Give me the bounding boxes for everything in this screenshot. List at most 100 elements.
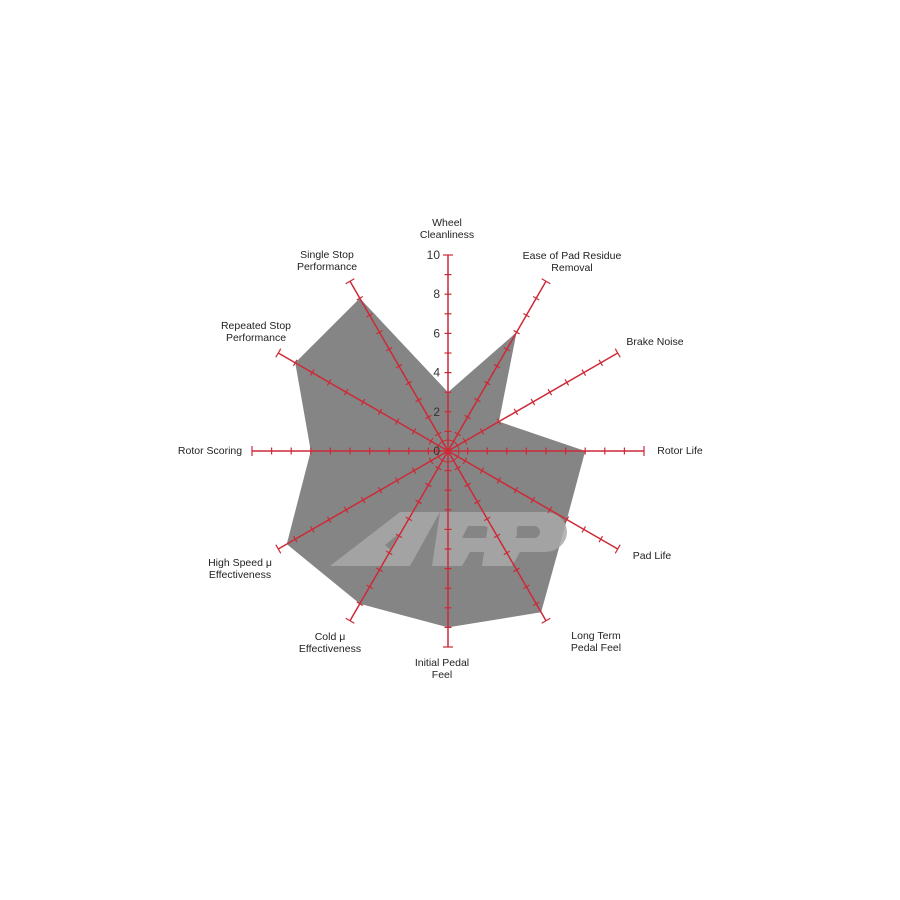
axis-tick [462, 437, 468, 445]
axis-tick [493, 533, 501, 539]
axis-tick [292, 535, 298, 543]
axis-tick [366, 584, 373, 590]
axis-tick [395, 363, 403, 369]
axis-tick [530, 496, 536, 504]
axis-tick [411, 467, 417, 474]
axis-tick [523, 312, 530, 318]
axis-label: Wheel Cleanliness [420, 217, 474, 241]
axis-tick [309, 526, 315, 533]
axis-line [447, 450, 621, 554]
axis-line [447, 348, 621, 452]
axis-label: Ease of Pad Residue Removal [523, 250, 622, 274]
axis-tick [356, 601, 364, 607]
axis-tick [530, 398, 536, 406]
axis-tick [513, 329, 520, 335]
axis-tick [513, 567, 520, 573]
axis-tick [275, 348, 282, 358]
axis-tick [428, 457, 434, 465]
axis-tick [541, 278, 551, 285]
axis-tick [496, 418, 502, 425]
center-dot [445, 448, 451, 454]
axis-tick [503, 550, 511, 556]
axis-tick [425, 414, 432, 420]
axis-tick [376, 329, 383, 335]
axis-tick [326, 379, 332, 386]
axis-tick [503, 346, 511, 352]
axis-tick [415, 397, 422, 403]
axis-tick [345, 617, 355, 624]
axis-tick [394, 418, 400, 425]
axis-label: Rotor Life [657, 445, 703, 457]
axis-label: Brake Noise [626, 336, 683, 348]
axis-tick [581, 369, 587, 376]
axis-line [443, 254, 453, 451]
axis-tick [345, 278, 355, 285]
axis-tick [493, 363, 501, 369]
axis-tick [356, 295, 364, 301]
axis-label: Cold μ Effectiveness [299, 631, 361, 655]
axis-line [251, 446, 448, 456]
tick-label: 8 [433, 287, 440, 301]
axis-line [275, 450, 449, 554]
axis-tick [377, 408, 383, 416]
axis-line [275, 348, 449, 452]
axis-tick [385, 346, 393, 352]
axis-tick [464, 414, 471, 420]
axis-tick [581, 526, 587, 533]
axis-tick [454, 431, 462, 437]
axis-line [447, 450, 551, 624]
axis-label: Repeated Stop Performance [221, 320, 291, 344]
axis-label: Single Stop Performance [297, 249, 357, 273]
axis-tick [532, 601, 540, 607]
axis-tick [395, 533, 403, 539]
axis-tick [394, 477, 400, 484]
axis-tick [377, 486, 383, 494]
data-polygon [286, 298, 586, 628]
axis-label: Rotor Scoring [178, 445, 242, 457]
axis-tick [411, 428, 417, 435]
axis-tick [564, 379, 570, 386]
axis-line [345, 450, 449, 624]
axis-tick [483, 380, 491, 386]
axis-tick [547, 506, 553, 514]
axis-tick [360, 398, 366, 406]
axis-tick [360, 496, 366, 504]
axis-tick [376, 567, 383, 573]
tick-label: 10 [427, 248, 441, 262]
axis-tick [547, 388, 553, 396]
axis-tick [309, 369, 315, 376]
axis-line [345, 278, 449, 452]
axis-tick [474, 397, 481, 403]
center-ring [436, 439, 460, 463]
axis-label: Initial Pedal Feel [415, 657, 469, 681]
axis-tick [292, 359, 298, 367]
axis-tick [275, 544, 282, 554]
tick-label: 2 [433, 405, 440, 419]
axis-label: Pad Life [633, 550, 672, 562]
axis-tick [541, 617, 551, 624]
axis-tick [425, 482, 432, 488]
axis-label: Long Term Pedal Feel [571, 630, 621, 654]
axis-tick [405, 516, 413, 522]
axis-tick [405, 380, 413, 386]
axis-tick [513, 486, 519, 494]
tick-label: 4 [433, 366, 440, 380]
axis-tick [483, 516, 491, 522]
axis-tick [326, 516, 332, 523]
axis-tick [479, 467, 485, 474]
axis-tick [428, 437, 434, 445]
axis-tick [385, 550, 393, 556]
axis-tick [513, 408, 519, 416]
axis-label: High Speed μ Effectiveness [208, 557, 272, 581]
axis-tick [366, 312, 373, 318]
axis-tick [474, 499, 481, 505]
kpp-watermark-logo [330, 512, 567, 566]
tick-label: 6 [433, 326, 440, 340]
axis-tick [434, 465, 442, 471]
axis-tick [614, 544, 621, 554]
axis-tick [496, 477, 502, 484]
axis-tick [343, 506, 349, 514]
axis-tick [343, 388, 349, 396]
axis-tick [464, 482, 471, 488]
